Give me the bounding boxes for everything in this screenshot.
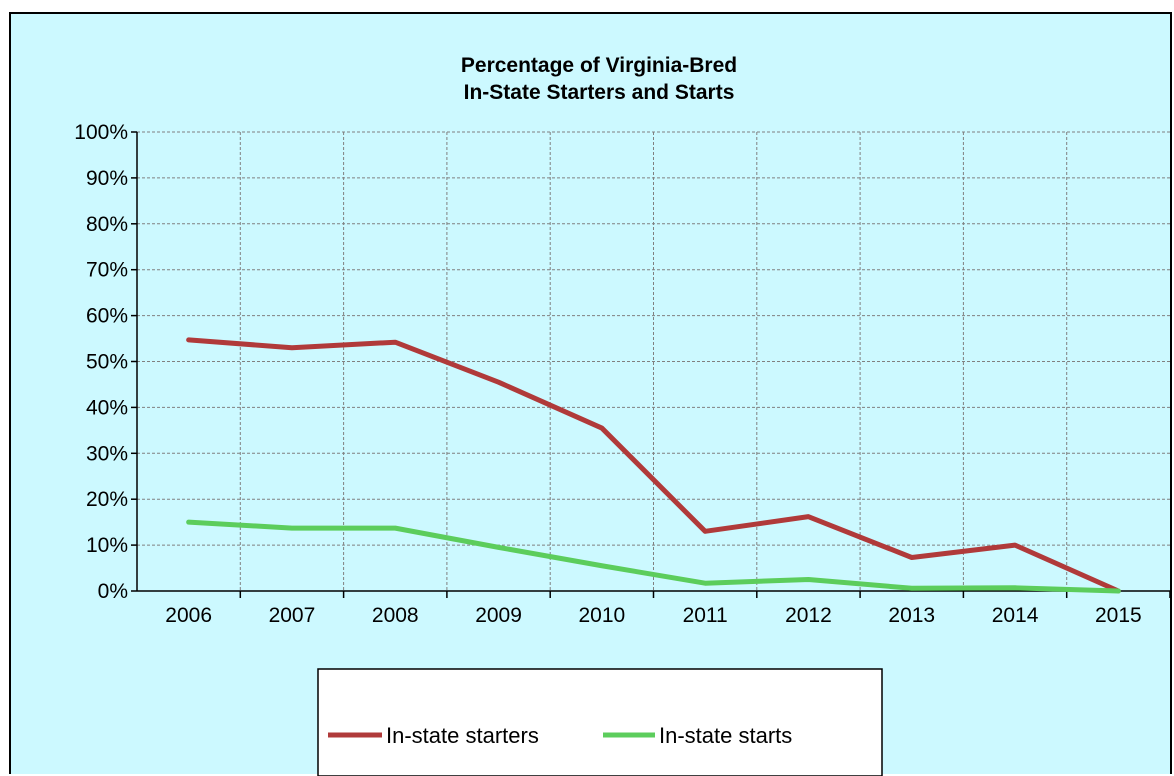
chart-title: Percentage of Virginia-Bred In-State Sta…	[461, 54, 737, 104]
legend: In-state starters In-state starts	[317, 668, 883, 776]
legend-label-2: In-state starts	[659, 723, 792, 748]
x-tick-label: 2013	[888, 604, 935, 627]
x-axis-tick-labels: 2006 2007 2008 2009 2010 2011 2012 2013 2014 2015	[165, 604, 1141, 627]
x-tick-label: 2011	[683, 604, 728, 627]
x-tick-label: 2009	[475, 604, 522, 627]
y-tick-label: 0%	[98, 580, 128, 603]
y-tick-label: 20%	[86, 488, 128, 511]
series-lines	[186, 337, 1121, 594]
chart-title-line-2: In-State Starters and Starts	[464, 81, 735, 104]
axes	[131, 131, 1171, 598]
y-tick-label: 40%	[86, 396, 128, 419]
chart-title-line-1: Percentage of Virginia-Bred	[461, 54, 737, 77]
y-tick-label: 100%	[74, 121, 128, 144]
x-tick-label: 2008	[372, 604, 419, 627]
x-tick-label: 2012	[785, 604, 832, 627]
legend-box	[317, 668, 883, 776]
y-tick-label: 90%	[86, 167, 128, 190]
y-tick-label: 30%	[86, 442, 128, 465]
series-line-1	[186, 337, 1121, 594]
legend-label-1: In-state starters	[386, 723, 539, 748]
y-tick-label: 80%	[86, 213, 128, 236]
series-line-2	[186, 519, 1121, 594]
y-axis-tick-labels: 0% 10% 20% 30% 40% 50% 60% 70% 80% 90% 100%	[74, 121, 128, 603]
x-tick-label: 2014	[992, 604, 1039, 627]
x-tick-label: 2010	[578, 604, 625, 627]
x-tick-label: 2007	[269, 604, 316, 627]
chart-frame: Percentage of Virginia-Bred In-State Sta…	[9, 12, 1172, 776]
y-tick-label: 70%	[86, 259, 128, 282]
gridlines	[137, 131, 1170, 591]
x-tick-label: 2006	[165, 604, 212, 627]
x-tick-label: 2015	[1095, 604, 1142, 627]
y-tick-label: 60%	[86, 305, 128, 328]
y-tick-label: 50%	[86, 351, 128, 374]
line-chart: Percentage of Virginia-Bred In-State Sta…	[74, 54, 1171, 776]
y-tick-label: 10%	[86, 534, 128, 557]
